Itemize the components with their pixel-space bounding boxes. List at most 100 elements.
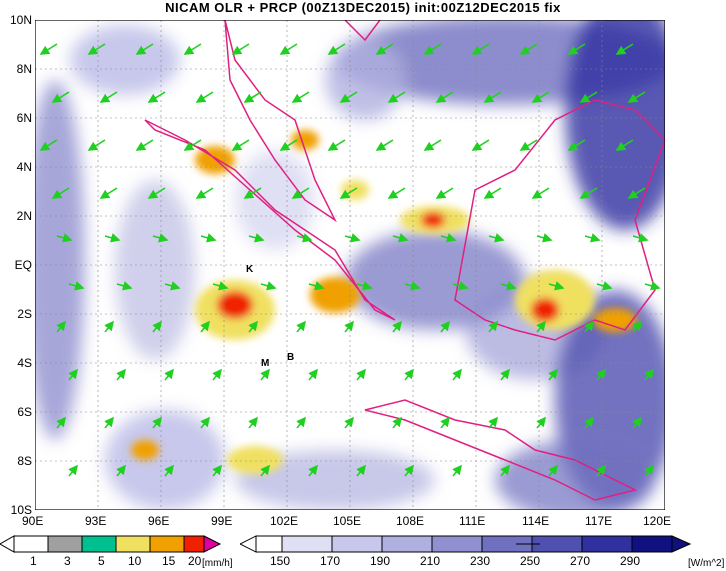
wind-arrow-icon	[356, 368, 366, 381]
wind-arrow-icon	[296, 416, 306, 429]
wind-arrow-icon	[200, 320, 210, 333]
wind-arrow-icon	[644, 281, 661, 291]
wind-arrow-icon	[195, 91, 214, 103]
wind-arrow-icon	[356, 281, 373, 291]
wind-arrow-icon	[519, 139, 538, 151]
wind-arrow-icon	[243, 187, 262, 199]
wind-arrow-icon	[500, 281, 517, 291]
wind-arrow-icon	[536, 416, 546, 429]
wind-arrow-icon	[452, 368, 462, 381]
lon-label: 90E	[22, 514, 44, 528]
wind-arrow-icon	[519, 43, 538, 55]
wind-arrow-icon	[632, 233, 649, 243]
wind-arrow-icon	[56, 320, 66, 333]
wind-arrow-icon	[296, 233, 313, 243]
wind-arrow-icon	[615, 139, 634, 151]
wind-arrow-icon	[375, 139, 394, 151]
lat-label: 6N	[16, 111, 32, 125]
wind-arrow-icon	[627, 91, 646, 103]
olr-level: 150	[270, 554, 291, 568]
wind-arrow-icon	[231, 43, 250, 55]
wind-arrow-icon	[212, 368, 222, 381]
wind-arrow-icon	[339, 187, 358, 199]
lon-label: 117E	[585, 514, 613, 528]
wind-arrow-icon	[471, 139, 490, 151]
wind-arrow-icon	[260, 368, 270, 381]
wind-arrow-icon	[308, 281, 325, 291]
wind-arrow-icon	[152, 320, 162, 333]
lon-label: 93E	[85, 514, 107, 528]
wind-arrow-icon	[615, 43, 634, 55]
wind-arrow-icon	[147, 91, 166, 103]
wind-arrow-icon	[183, 43, 202, 55]
lon-label: 96E	[148, 514, 170, 528]
wind-arrow-icon	[291, 91, 310, 103]
wind-arrow-icon	[248, 416, 258, 429]
wind-arrow-icon	[452, 464, 462, 477]
lat-label: 4S	[17, 356, 32, 370]
wind-arrow-icon	[644, 368, 654, 381]
wind-arrow-icon	[164, 368, 174, 381]
wind-arrow-icon	[644, 464, 654, 477]
wind-arrow-icon	[423, 139, 442, 151]
wind-arrow-icon	[56, 233, 73, 243]
wind-arrow-icon	[584, 416, 594, 429]
wind-arrow-icon	[68, 281, 85, 291]
wind-arrow-icon	[531, 91, 550, 103]
wind-arrow-icon	[183, 139, 202, 151]
wind-arrow-icon	[435, 91, 454, 103]
wind-arrow-icon	[548, 368, 558, 381]
olr-level: 270	[570, 554, 591, 568]
wind-arrow-icon	[56, 416, 66, 429]
lat-label: EQ	[14, 258, 32, 272]
wind-arrow-icon	[104, 416, 114, 429]
wind-arrow-icon	[68, 368, 78, 381]
wind-arrow-icon	[488, 320, 498, 333]
wind-arrow-icon	[500, 368, 510, 381]
wind-arrow-icon	[344, 320, 354, 333]
wind-arrow-icon	[291, 187, 310, 199]
wind-arrow-icon	[404, 464, 414, 477]
olr-level: 170	[320, 554, 341, 568]
wind-arrow-icon	[279, 139, 298, 151]
wind-arrow-icon	[212, 281, 229, 291]
wind-arrow-icon	[339, 91, 358, 103]
wind-arrow-icon	[116, 464, 126, 477]
lat-label: 10S	[10, 503, 32, 517]
wind-arrow-icon	[483, 187, 502, 199]
lon-label: 120E	[643, 514, 672, 528]
wind-arrow-icon	[99, 91, 118, 103]
wind-arrow-icon	[579, 91, 598, 103]
wind-arrow-icon	[536, 233, 553, 243]
lat-label: 2N	[16, 209, 32, 223]
wind-arrow-icon	[212, 464, 222, 477]
wind-arrow-icon	[152, 233, 169, 243]
wind-arrow-icon	[404, 368, 414, 381]
map-plot	[35, 20, 665, 510]
wind-arrow-icon	[567, 139, 586, 151]
lat-label: 8S	[17, 454, 32, 468]
wind-arrow-icon	[596, 464, 606, 477]
lon-label: 102E	[270, 514, 299, 528]
coastlines	[144, 20, 665, 501]
wind-arrow-icon	[471, 43, 490, 55]
wind-vectors	[39, 43, 661, 477]
precip-level: 1	[30, 554, 37, 568]
wind-arrow-icon	[147, 187, 166, 199]
wind-arrow-icon	[164, 464, 174, 477]
olr-colorbar	[240, 535, 692, 553]
wind-arrow-icon	[279, 43, 298, 55]
wind-arrow-icon	[116, 368, 126, 381]
wind-arrow-icon	[440, 320, 450, 333]
wind-arrow-icon	[195, 187, 214, 199]
lat-label: 10N	[9, 13, 32, 27]
lat-label: 4N	[16, 160, 32, 174]
wind-arrow-icon	[243, 91, 262, 103]
wind-arrow-icon	[308, 368, 318, 381]
wind-arrow-icon	[483, 91, 502, 103]
wind-arrow-icon	[567, 43, 586, 55]
wind-arrow-icon	[308, 464, 318, 477]
olr-level: 210	[420, 554, 441, 568]
wind-arrow-icon	[248, 233, 265, 243]
wind-arrow-icon	[104, 320, 114, 333]
